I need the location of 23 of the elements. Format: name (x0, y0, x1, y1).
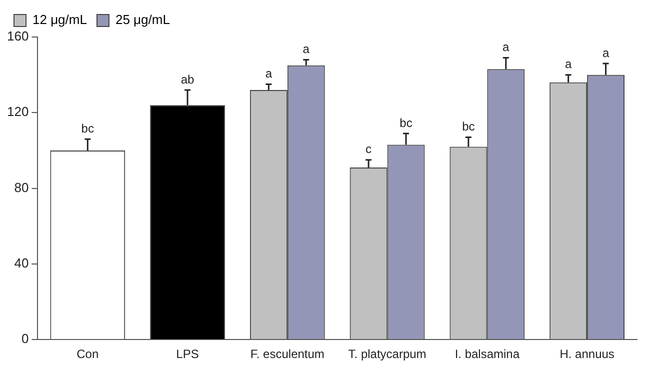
x-tick-label: F. esculentum (250, 347, 324, 362)
data-label: bc (81, 121, 94, 136)
data-label: c (366, 142, 372, 156)
legend-label: 25 μg/mL (115, 12, 170, 28)
y-tick-label: 0 (21, 331, 29, 346)
x-tick-label: LPS (176, 347, 199, 362)
data-label: a (564, 57, 572, 72)
data-label: a (302, 42, 310, 56)
data-label: a (602, 46, 610, 60)
x-tick-label: I. balsamina (454, 347, 520, 362)
y-tick-label: 40 (14, 256, 29, 271)
y-tick-label: 160 (6, 28, 29, 44)
data-label: a (265, 66, 272, 81)
data-label: a (502, 40, 510, 54)
y-tick-label: 80 (14, 180, 29, 195)
x-tick-label: H. annuus (560, 347, 614, 362)
data-label: bc (462, 120, 475, 134)
legend-label: 12 μg/mL (32, 12, 87, 28)
y-tick-label: 120 (6, 104, 29, 120)
x-tick-label: T. platycarpum (348, 347, 426, 362)
x-tick-label: Con (76, 347, 99, 362)
data-label: bc (400, 116, 412, 130)
data-label: ab (180, 72, 195, 86)
